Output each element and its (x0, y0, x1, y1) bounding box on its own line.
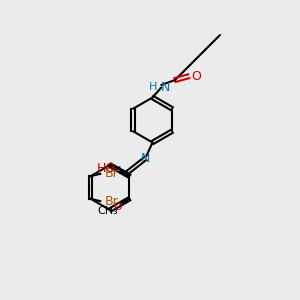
Text: O: O (114, 202, 123, 212)
Text: CH₃: CH₃ (98, 206, 118, 216)
Text: O: O (192, 70, 202, 83)
Text: Br: Br (104, 195, 118, 208)
Text: N: N (161, 81, 171, 94)
Text: Br: Br (104, 167, 118, 180)
Text: H: H (113, 166, 121, 176)
Text: H: H (149, 82, 158, 92)
Text: N: N (140, 152, 150, 165)
Text: HO: HO (97, 162, 116, 175)
